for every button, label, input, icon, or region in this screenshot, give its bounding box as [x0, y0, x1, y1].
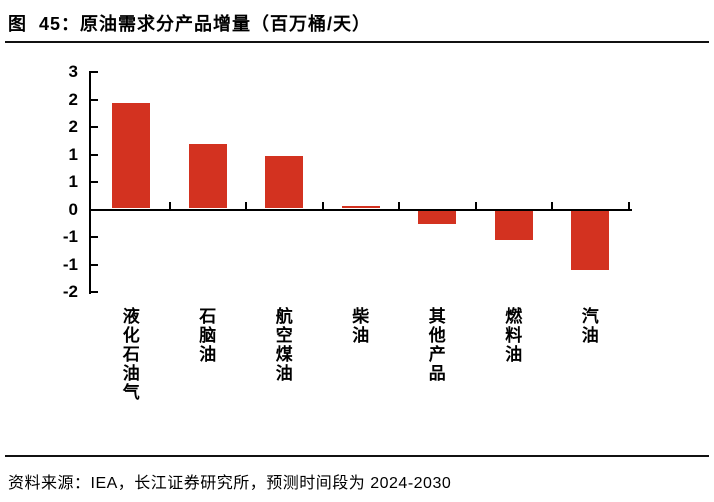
y-axis-tick: [91, 208, 98, 211]
x-axis-tick: [627, 202, 630, 209]
y-axis-tick: [91, 236, 98, 238]
bottom-rule: [5, 455, 709, 457]
x-axis-tick: [474, 202, 477, 209]
y-axis-tick-label: -1: [62, 254, 78, 274]
y-axis-tick: [91, 263, 98, 266]
figure-title: 图 45：原油需求分产品增量（百万桶/天）: [8, 14, 372, 34]
bar-chart: 3 2 2 1 1 0 -1 -1 -2 液化石油气 石脑油 航空煤油 柴油 其他产品 燃料油 汽油: [62, 62, 632, 402]
x-category-label: 液化石油气: [122, 307, 140, 402]
bar-1: [112, 103, 151, 209]
y-axis-tick-label: 1: [68, 172, 78, 191]
x-axis-tick: [245, 202, 247, 209]
bar-6: [494, 210, 533, 241]
x-category-label: 柴油: [352, 307, 370, 345]
y-axis-tick-label: -1: [62, 227, 78, 246]
x-axis-tick: [321, 202, 324, 209]
y-axis-tick: [91, 153, 98, 156]
x-axis-tick: [398, 202, 400, 209]
y-axis-tick-label: -2: [62, 282, 78, 301]
y-axis-tick-label: 2: [68, 89, 78, 109]
y-axis-tick: [91, 126, 98, 128]
y-axis-tick-label: 0: [68, 199, 78, 219]
x-axis-tick: [168, 202, 171, 209]
y-axis-tick-label: 3: [68, 62, 78, 81]
x-category-label: 航空煤油: [275, 307, 293, 383]
bar-3: [265, 155, 304, 209]
bar-2: [188, 144, 227, 209]
y-axis-tick-label: 1: [68, 144, 78, 164]
bar-4: [341, 206, 380, 209]
x-axis-tick: [551, 202, 553, 209]
bar-7: [571, 210, 610, 271]
x-category-label: 汽油: [581, 307, 599, 345]
y-axis-tick: [91, 71, 98, 73]
y-axis-line: [89, 71, 91, 294]
y-axis-tick: [91, 181, 98, 183]
x-axis-line: [89, 208, 632, 211]
x-category-label: 石脑油: [199, 307, 217, 364]
bar-5: [418, 210, 457, 225]
y-axis-tick: [91, 291, 98, 293]
y-axis-tick: [91, 98, 98, 101]
y-axis-tick-label: 2: [68, 117, 78, 136]
x-category-label: 其他产品: [428, 307, 446, 383]
top-rule: [5, 41, 709, 43]
source-note: 资料来源：IEA，长江证券研究所，预测时间段为 2024-2030: [8, 475, 452, 492]
x-category-label: 燃料油: [505, 307, 523, 364]
